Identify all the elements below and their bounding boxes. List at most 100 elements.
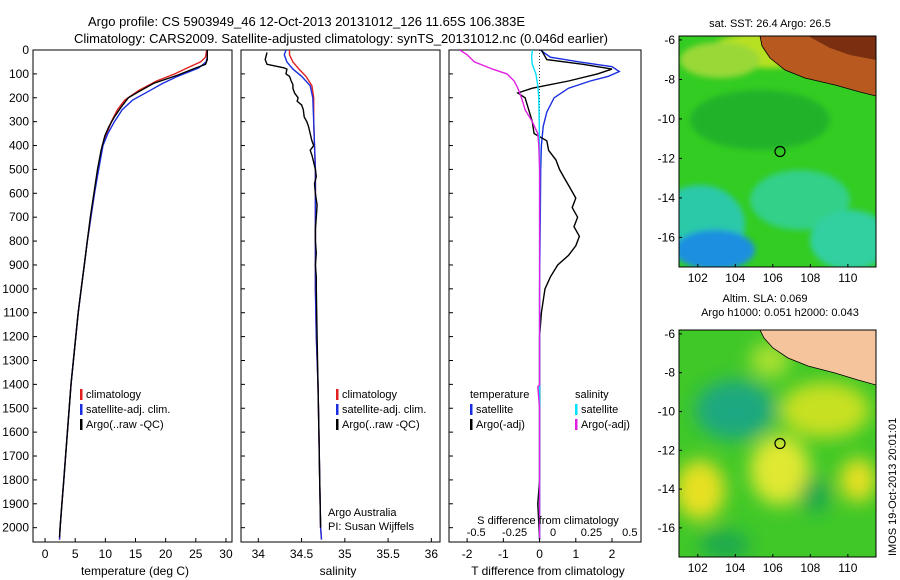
diff-s-legend-label-2: Argo(-adj): [581, 419, 630, 431]
diff-t-legend-label-1: satellite: [476, 404, 513, 416]
temperature-ytick-label-18: 1800: [2, 473, 29, 487]
temperature-ytick-label-19: 1900: [2, 497, 29, 511]
diff-s-legend-swatch-1: [575, 404, 578, 415]
temperature-xlabel: temperature (deg C): [81, 564, 189, 578]
salinity-xtick-label-2: 35: [338, 547, 352, 561]
difference-plot-frame: [448, 49, 642, 543]
sla_map-ytick-label-2: -10: [658, 404, 676, 418]
salinity-legend-swatch-2: [336, 419, 339, 430]
temperature-ytick-label-13: 1300: [2, 353, 29, 367]
salinity-annotation-2: PI: Susan Wijffels: [328, 521, 414, 533]
difference-s-title: S difference from climatology: [477, 515, 619, 527]
salinity-xtick-label-3: 35.5: [376, 547, 400, 561]
salinity-legend-label-0: climatology: [342, 389, 398, 401]
salinity-xtick-label-1: 34.5: [290, 547, 314, 561]
sst-argo-marker: [774, 145, 786, 158]
temperature-ytick-label-7: 700: [9, 210, 29, 224]
sla_map-xtick-label-3: 108: [800, 561, 820, 575]
diff-t-legend-label-2: Argo(-adj): [476, 419, 525, 431]
salinity-legend-label-2: Argo(..raw -QC): [342, 419, 420, 431]
sst_map-ytick-label-3: -12: [658, 151, 676, 165]
salinity-legend-label-1: satellite-adj. clim.: [342, 404, 426, 416]
temperature-ytick-label-8: 800: [9, 234, 29, 248]
salinity-legend-swatch-1: [336, 404, 339, 415]
temperature-ytick-label-11: 1100: [3, 306, 29, 320]
sla_map-ytick-label-5: -16: [658, 521, 676, 535]
diff-t-legend-swatch-2: [470, 419, 473, 430]
difference-panel: -2 -1 0 1 2 -0.5 -0.25 0 0.25 0.5 S difference fr…: [448, 49, 642, 578]
difference-series-1: [516, 50, 613, 540]
salinity-panel: 34 34.5 35 35.5 36 salinity climatology satel…: [240, 49, 441, 578]
temperature-legend-label-0: climatology: [86, 389, 142, 401]
sla-map-frame: [678, 329, 877, 558]
sst_map-ytick-label-1: -8: [664, 72, 675, 86]
temperature-ytick-label-20: 2000: [2, 521, 29, 535]
diff-s-legend-label-0: salinity: [575, 389, 609, 401]
temperature-xtick-label-6: 30: [219, 547, 233, 561]
temperature-legend-label-2: Argo(..raw -QC): [86, 419, 164, 431]
sla_map-xtick-label-0: 102: [688, 561, 708, 575]
salinity-legend-swatch-0: [336, 389, 339, 400]
temperature-ytick-label-6: 600: [9, 186, 29, 200]
temperature-xtick-label-3: 15: [129, 547, 143, 561]
sla-land-java: [759, 330, 876, 386]
temperature-series-2: [58, 50, 208, 538]
salinity-xtick-label-0: 34: [252, 547, 266, 561]
sla-map-title: Altim. SLA: 0.069: [723, 293, 808, 305]
difference-top-tick-label-2: 0: [550, 527, 556, 539]
temperature-legend-swatch-0: [80, 389, 83, 400]
salinity-annotation-1: Argo Australia: [328, 507, 397, 519]
temperature-ytick-label-16: 1600: [2, 425, 29, 439]
sst_map-ytick-label-0: -6: [664, 33, 675, 47]
header-line-1: Argo profile: CS 5903949_46 12-Oct-2013 …: [88, 14, 525, 29]
difference-xtick-label-2: 0: [536, 547, 543, 561]
difference-top-tick-label-0: -0.5: [467, 527, 486, 539]
sla_map-ytick-label-3: -12: [658, 443, 676, 457]
diff-s-legend-swatch-2: [575, 419, 578, 430]
temperature-legend-label-1: satellite-adj. clim.: [86, 404, 170, 416]
sla-argo-marker: [774, 437, 786, 450]
temperature-panel: 0 5 10 15 20 25 300100200300400500600700800900…: [2, 43, 233, 578]
temperature-ytick-label-12: 1200: [2, 330, 29, 344]
difference-xlabel: T difference from climatology: [471, 564, 625, 578]
temperature-ytick-label-15: 1500: [2, 401, 29, 415]
temperature-xtick-label-0: 0: [42, 547, 49, 561]
temperature-legend-swatch-1: [80, 404, 83, 415]
sla_map-xtick-label-4: 110: [838, 561, 857, 575]
sla_map-ytick-label-1: -8: [664, 366, 675, 380]
sst_map-ytick-label-2: -10: [658, 112, 676, 126]
temperature-xtick-label-2: 10: [99, 547, 113, 561]
salinity-series-2: [264, 52, 322, 528]
temperature-xtick-label-5: 25: [189, 547, 203, 561]
diff-s-legend-label-1: satellite: [581, 404, 618, 416]
temperature-ytick-label-9: 900: [9, 258, 29, 272]
side-stamp: IMOS 19-Oct-2013 20:01:01: [887, 418, 899, 556]
sst-land-java-east: [808, 36, 876, 60]
difference-top-tick-label-1: -0.25: [502, 527, 527, 539]
sla_map-xtick-label-2: 106: [763, 561, 783, 575]
difference-top-tick-label-3: 0.25: [581, 527, 602, 539]
sst-map-title: sat. SST: 26.4 Argo: 26.5: [709, 18, 831, 30]
temperature-plot-frame: [32, 49, 233, 543]
sst-map-frame: [678, 35, 877, 268]
temperature-ytick-label-17: 1700: [2, 449, 29, 463]
difference-top-tick-label-4: 0.5: [622, 527, 637, 539]
temperature-legend-swatch-2: [80, 419, 83, 430]
sst_map-xtick-label-0: 102: [688, 271, 708, 285]
temperature-ytick-label-0: 0: [22, 43, 29, 57]
salinity-plot-frame: [240, 49, 441, 543]
difference-series-3: [459, 50, 541, 540]
sst_map-xtick-label-1: 104: [725, 271, 745, 285]
sst_map-xtick-label-4: 110: [838, 271, 857, 285]
sst_map-xtick-label-3: 108: [800, 271, 820, 285]
salinity-xtick-label-4: 36: [425, 547, 439, 561]
sla-map: Altim. SLA: 0.069 Argo h1000: 0.051 h200…: [658, 293, 877, 575]
temperature-ytick-label-14: 1400: [2, 377, 29, 391]
sst_map-ytick-label-4: -14: [658, 191, 676, 205]
temperature-xtick-label-4: 20: [159, 547, 173, 561]
difference-xtick-label-4: 2: [609, 547, 616, 561]
sla-map-subtitle: Argo h1000: 0.051 h2000: 0.043: [701, 307, 859, 319]
temperature-ytick-label-2: 200: [9, 91, 29, 105]
diff-t-legend-swatch-1: [470, 404, 473, 415]
